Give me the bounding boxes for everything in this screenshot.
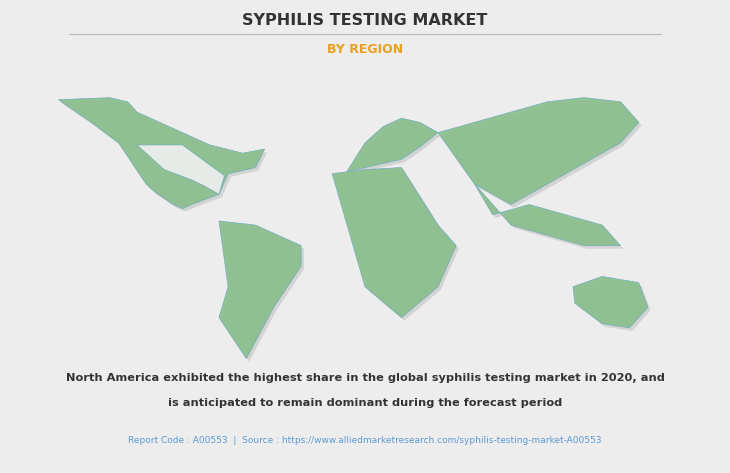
- Polygon shape: [477, 187, 623, 249]
- Polygon shape: [441, 101, 642, 208]
- Polygon shape: [219, 221, 301, 359]
- Polygon shape: [335, 171, 459, 321]
- Polygon shape: [347, 118, 438, 172]
- Polygon shape: [222, 224, 304, 362]
- Polygon shape: [58, 97, 264, 209]
- Polygon shape: [576, 280, 650, 331]
- Text: BY REGION: BY REGION: [327, 44, 403, 56]
- Polygon shape: [573, 276, 648, 328]
- Text: Report Code : A00553  |  Source : https://www.alliedmarketresearch.com/syphilis-: Report Code : A00553 | Source : https://…: [128, 436, 602, 445]
- Text: SYPHILIS TESTING MARKET: SYPHILIS TESTING MARKET: [242, 13, 488, 27]
- Text: is anticipated to remain dominant during the forecast period: is anticipated to remain dominant during…: [168, 398, 562, 408]
- Polygon shape: [332, 167, 456, 317]
- Polygon shape: [438, 97, 639, 204]
- Polygon shape: [137, 145, 225, 194]
- Polygon shape: [350, 121, 441, 175]
- Text: North America exhibited the highest share in the global syphilis testing market : North America exhibited the highest shar…: [66, 374, 664, 384]
- Polygon shape: [474, 184, 620, 245]
- Polygon shape: [61, 101, 267, 212]
